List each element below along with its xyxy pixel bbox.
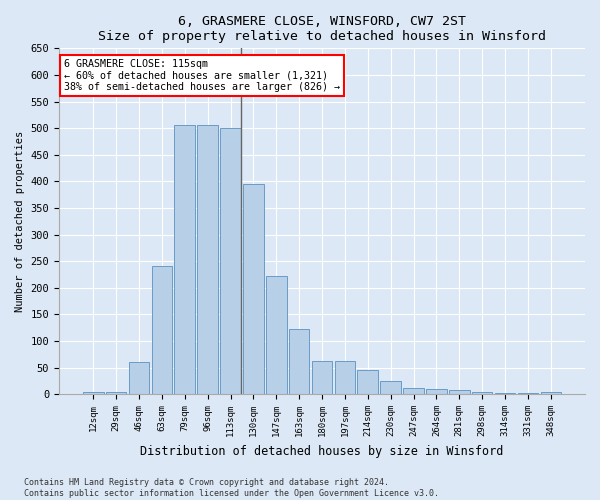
Bar — [518, 393, 538, 394]
X-axis label: Distribution of detached houses by size in Winsford: Distribution of detached houses by size … — [140, 444, 504, 458]
Bar — [197, 126, 218, 394]
Bar — [175, 126, 195, 394]
Bar — [335, 361, 355, 394]
Bar — [380, 381, 401, 394]
Bar — [358, 370, 378, 394]
Bar — [541, 392, 561, 394]
Bar — [289, 330, 310, 394]
Bar — [83, 392, 104, 394]
Bar — [106, 392, 127, 394]
Bar — [426, 389, 447, 394]
Bar — [220, 128, 241, 394]
Bar — [312, 361, 332, 394]
Bar — [403, 388, 424, 394]
Text: 6 GRASMERE CLOSE: 115sqm
← 60% of detached houses are smaller (1,321)
38% of sem: 6 GRASMERE CLOSE: 115sqm ← 60% of detach… — [64, 58, 340, 92]
Bar — [495, 393, 515, 394]
Bar — [449, 390, 470, 394]
Bar — [472, 392, 493, 394]
Text: Contains HM Land Registry data © Crown copyright and database right 2024.
Contai: Contains HM Land Registry data © Crown c… — [24, 478, 439, 498]
Y-axis label: Number of detached properties: Number of detached properties — [15, 130, 25, 312]
Title: 6, GRASMERE CLOSE, WINSFORD, CW7 2ST
Size of property relative to detached house: 6, GRASMERE CLOSE, WINSFORD, CW7 2ST Siz… — [98, 15, 546, 43]
Bar — [266, 276, 287, 394]
Bar — [243, 184, 263, 394]
Bar — [152, 266, 172, 394]
Bar — [128, 362, 149, 394]
